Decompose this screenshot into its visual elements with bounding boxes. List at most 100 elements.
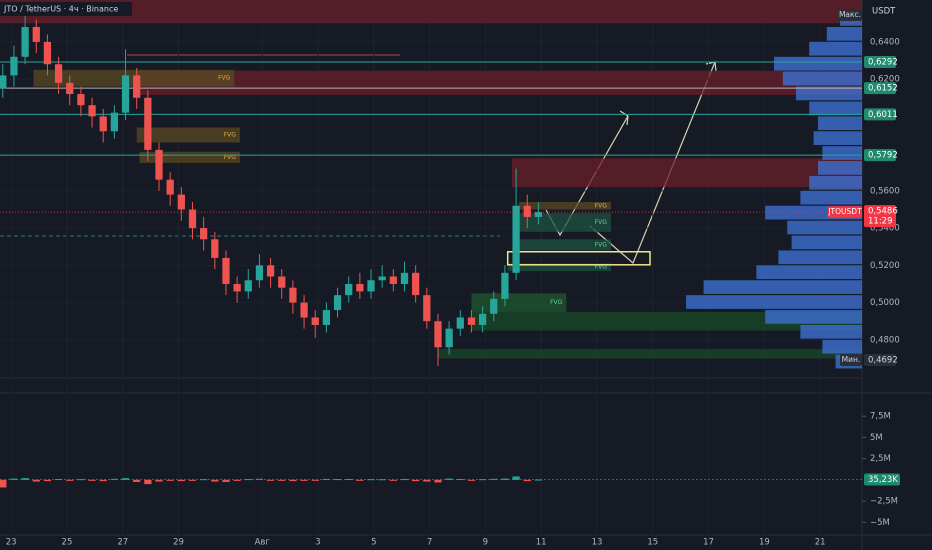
volume-bar xyxy=(356,479,364,481)
level-tag-label: 0,6152 xyxy=(868,84,898,94)
x-tick-label: 9 xyxy=(483,538,488,548)
volume-bar xyxy=(523,479,531,482)
volume-tick-label: −5M xyxy=(870,518,890,528)
min-tag xyxy=(840,353,862,366)
profile-bar xyxy=(774,56,862,71)
y-tick-label: 0,5600 xyxy=(870,186,900,196)
volume-bar xyxy=(54,479,63,480)
profile-bar xyxy=(800,324,862,339)
volume-tag-label: 35,23K xyxy=(868,475,898,485)
candle-body xyxy=(21,27,29,57)
profile-bar xyxy=(818,116,862,131)
candle-body xyxy=(200,228,208,240)
candle-body xyxy=(233,283,241,292)
x-tick-label: 13 xyxy=(592,538,603,548)
profile-bar xyxy=(809,175,862,190)
zone-label: FVG xyxy=(595,264,608,271)
candle-body xyxy=(300,302,308,318)
profile-bar xyxy=(809,41,862,56)
zone xyxy=(136,127,240,143)
zone xyxy=(136,70,862,95)
zone xyxy=(437,349,862,359)
x-tick-label: 5 xyxy=(371,538,376,548)
candle-body xyxy=(155,149,163,180)
price-tag xyxy=(864,205,896,228)
highlight-box xyxy=(506,251,651,266)
volume-bar xyxy=(200,479,208,481)
volume-bar xyxy=(32,479,40,482)
volume-bar xyxy=(534,479,543,481)
volume-bar xyxy=(322,478,331,480)
candle-body xyxy=(412,272,420,296)
level-tag xyxy=(864,82,896,95)
candle-body xyxy=(289,287,297,303)
volume-bar xyxy=(423,479,431,482)
candle-body xyxy=(322,310,331,325)
volume-bar xyxy=(43,479,52,482)
profile-bar xyxy=(756,265,862,280)
symbol-tag xyxy=(828,206,862,219)
level-tag-label: 0,6011 xyxy=(868,110,898,120)
zone-label: FVG xyxy=(218,75,231,82)
y-tick-label: 0,6200 xyxy=(870,75,900,85)
min-label: Мин. xyxy=(842,355,861,364)
profile-bar xyxy=(822,146,862,160)
volume-bar xyxy=(0,479,7,488)
arrow-head xyxy=(619,110,629,126)
zone-label: FVG xyxy=(595,202,608,209)
candle-body xyxy=(188,209,197,229)
candle-body xyxy=(345,283,353,296)
zone-label: FVG xyxy=(595,219,608,226)
volume-bar xyxy=(434,479,442,483)
volume-bar xyxy=(144,479,152,485)
candle-body xyxy=(0,75,7,89)
candle-body xyxy=(434,321,442,348)
level-tag-label: 0,6292 xyxy=(868,58,898,68)
candle-body xyxy=(490,298,498,314)
volume-bar xyxy=(177,479,185,482)
countdown: 11:29 xyxy=(868,217,893,227)
x-tick-label: 3 xyxy=(315,538,320,548)
volume-bar xyxy=(121,478,130,480)
volume-bar xyxy=(66,479,74,481)
plot-layer: FVG FVG FVG FVG FVG FVG FVG FVG xyxy=(0,4,862,488)
candle-body xyxy=(177,194,185,210)
volume-tick-label: 2,5M xyxy=(870,454,891,464)
candle-body xyxy=(222,257,230,284)
level-tag xyxy=(864,149,896,162)
profile-bar xyxy=(809,101,862,116)
zone xyxy=(507,263,611,271)
volume-tick-label: 5M xyxy=(870,433,883,443)
chart-title: JTO / TetherUS · 4ч · Binance xyxy=(3,5,118,14)
candle-body xyxy=(278,276,286,288)
volume-bar xyxy=(110,478,119,480)
candle-body xyxy=(400,272,409,284)
candle-body xyxy=(32,27,40,42)
axis-layer: 23 25 27 29 Авг 3 5 7 9 11 13 15 17 19 210,64000,62000… xyxy=(6,9,900,548)
profile-bar xyxy=(800,190,862,205)
candle-body xyxy=(43,41,52,65)
zone xyxy=(518,202,611,210)
x-tick-label: 25 xyxy=(62,538,73,548)
profile-bar xyxy=(782,71,862,86)
candle-body xyxy=(66,82,74,95)
volume-bar xyxy=(222,479,230,482)
y-tick-label: 0,5200 xyxy=(870,261,900,271)
profile-bar xyxy=(818,161,862,175)
candle-body xyxy=(423,295,431,322)
x-tick-label: 17 xyxy=(703,538,714,548)
zone xyxy=(139,151,240,163)
profile-bar xyxy=(787,220,862,235)
zone-label: FVG xyxy=(224,154,237,161)
candle-body xyxy=(144,97,152,150)
min-value-tag xyxy=(864,353,896,366)
candle-body xyxy=(266,265,275,277)
volume-bar xyxy=(99,479,107,482)
candle-body xyxy=(121,75,130,113)
background-layer xyxy=(0,0,862,369)
volume-bar xyxy=(278,479,286,481)
y-tick-label: 0,6400 xyxy=(870,37,900,47)
candle-body xyxy=(456,317,464,329)
volume-bar xyxy=(188,479,197,481)
